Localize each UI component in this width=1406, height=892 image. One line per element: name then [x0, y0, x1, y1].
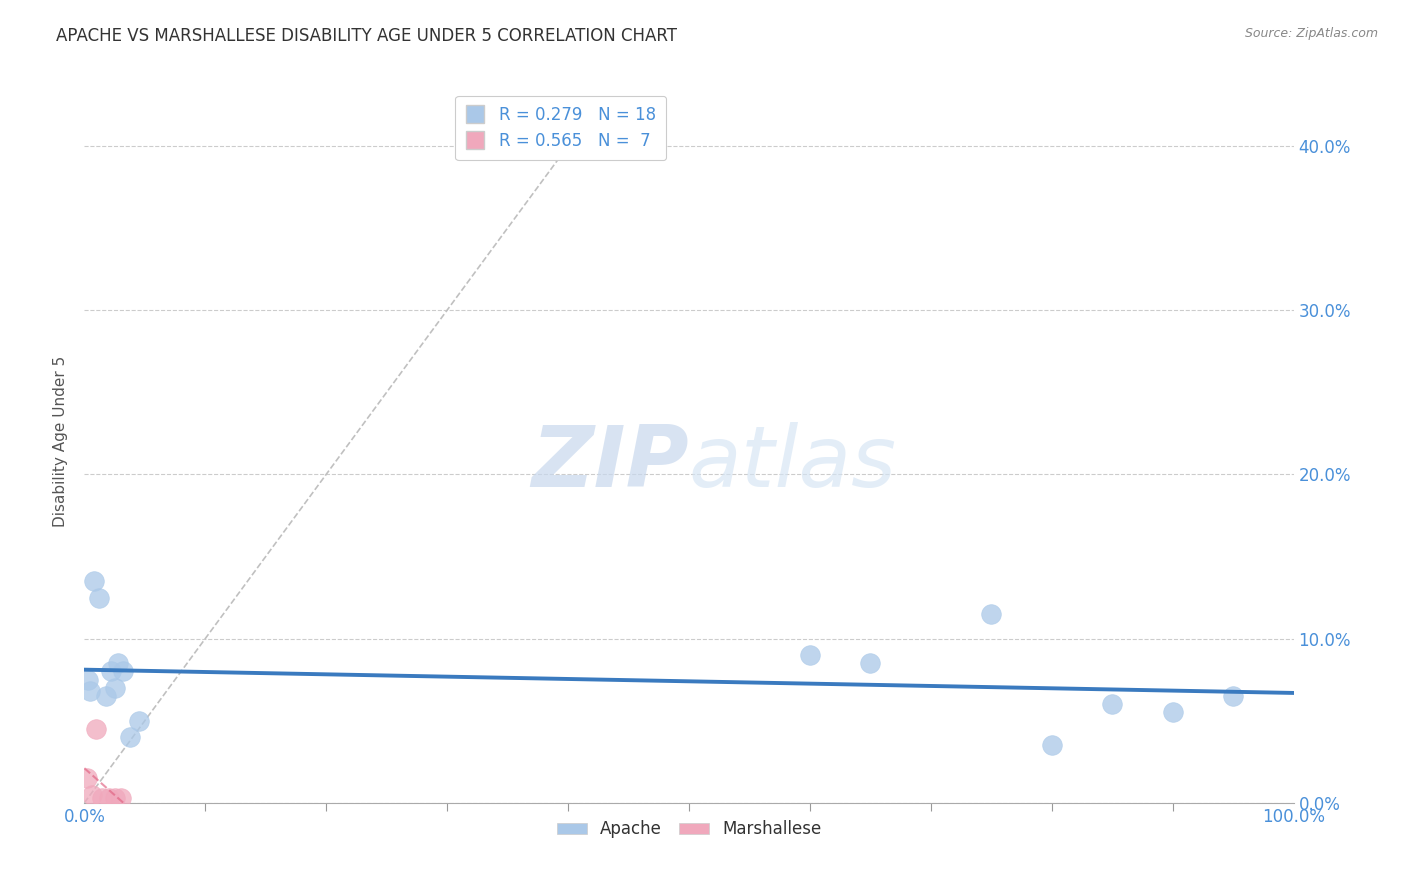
- Text: Source: ZipAtlas.com: Source: ZipAtlas.com: [1244, 27, 1378, 40]
- Text: ZIP: ZIP: [531, 422, 689, 505]
- Point: [1040, 739, 1063, 753]
- Legend: Apache, Marshallese: Apache, Marshallese: [550, 814, 828, 845]
- Text: atlas: atlas: [689, 422, 897, 505]
- Point: [110, 790, 132, 805]
- Point: [91, 790, 114, 805]
- Point: [1161, 706, 1184, 720]
- Point: [97, 790, 120, 805]
- Point: [87, 591, 110, 605]
- Point: [76, 771, 98, 785]
- Point: [128, 714, 150, 728]
- Point: [799, 648, 821, 662]
- Point: [80, 788, 103, 802]
- Point: [104, 681, 127, 695]
- Point: [104, 790, 127, 805]
- Point: [100, 665, 122, 679]
- Text: APACHE VS MARSHALLESE DISABILITY AGE UNDER 5 CORRELATION CHART: APACHE VS MARSHALLESE DISABILITY AGE UND…: [56, 27, 678, 45]
- Point: [107, 657, 129, 671]
- Point: [83, 574, 105, 588]
- Point: [120, 730, 142, 744]
- Point: [1101, 698, 1123, 712]
- Point: [1222, 689, 1244, 703]
- Point: [77, 673, 100, 687]
- Point: [980, 607, 1002, 621]
- Point: [859, 657, 882, 671]
- Point: [86, 722, 108, 736]
- Y-axis label: Disability Age Under 5: Disability Age Under 5: [53, 356, 69, 527]
- Point: [94, 689, 117, 703]
- Point: [79, 684, 101, 698]
- Point: [112, 665, 135, 679]
